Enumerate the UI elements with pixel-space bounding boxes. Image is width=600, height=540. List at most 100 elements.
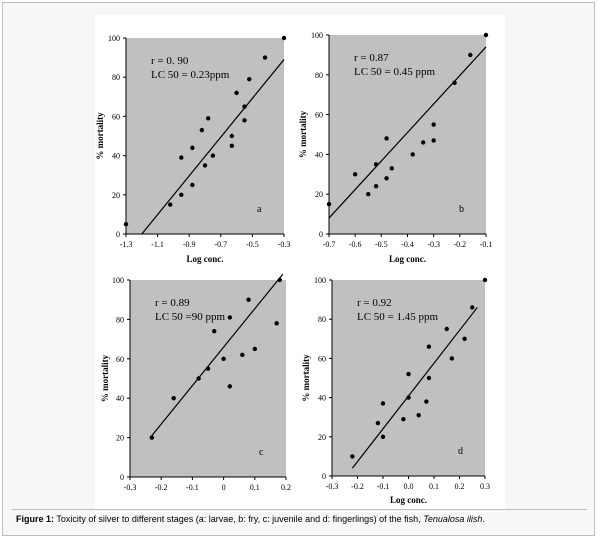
x-axis-label: Log conc. — [390, 495, 427, 505]
y-tick-label: 40 — [318, 394, 326, 403]
data-point — [431, 138, 436, 143]
lc50-label: LC 50 = 1.45 ppm — [357, 311, 439, 323]
data-point — [444, 326, 449, 332]
x-tick-label: -0.1 — [377, 482, 390, 491]
data-point — [168, 202, 173, 207]
data-point — [431, 122, 436, 127]
x-tick-label: 0.0 — [404, 482, 414, 491]
data-point — [416, 413, 421, 418]
x-tick-label: 0.2 — [455, 482, 465, 491]
lc50-label: LC 50 = 0.45 ppm — [354, 66, 436, 78]
data-point — [281, 35, 287, 41]
data-point — [123, 222, 129, 227]
data-point — [406, 371, 411, 377]
data-point — [380, 434, 386, 439]
data-point — [449, 356, 455, 361]
regression-line — [328, 46, 487, 219]
data-point — [424, 399, 429, 404]
data-point — [421, 140, 426, 145]
r-value-label: r = 0.89 — [155, 297, 190, 309]
y-tick-label: 20 — [318, 433, 326, 442]
y-tick-label: 60 — [116, 355, 124, 364]
x-tick-label: -0.2 — [155, 483, 168, 492]
panel-letter: c — [259, 447, 264, 458]
data-point — [380, 401, 386, 406]
data-point — [190, 182, 195, 188]
y-axis-label: % mortality — [301, 354, 311, 402]
x-axis-label: Log conc. — [187, 254, 224, 264]
x-tick-label: 0.1 — [429, 482, 439, 491]
regression-line — [141, 59, 285, 235]
figure-caption: Figure 1: Toxicity of silver to differen… — [16, 512, 586, 526]
data-point — [252, 346, 257, 352]
x-tick-label: -0.7 — [214, 240, 227, 249]
r-value-label: r = 0.87 — [354, 52, 389, 64]
y-tick-label: 100 — [311, 31, 323, 40]
data-point — [229, 143, 235, 148]
plot-area — [329, 35, 486, 234]
data-point — [202, 163, 208, 168]
data-point — [229, 133, 235, 139]
lc50-label: LC 50 =90 ppm — [155, 311, 226, 323]
data-point — [375, 420, 381, 426]
data-point — [212, 329, 217, 334]
data-point — [234, 90, 239, 96]
y-tick-label: 0 — [322, 472, 326, 481]
y-axis-label: % mortality — [298, 110, 308, 158]
x-tick-label: -0.2 — [453, 240, 466, 249]
data-point — [483, 32, 489, 38]
x-tick-label: 0.3 — [480, 482, 490, 491]
panel-letter: a — [257, 204, 262, 215]
y-tick-label: 0 — [116, 230, 120, 239]
plot-area — [130, 280, 286, 477]
x-tick-label: -0.1 — [186, 483, 199, 492]
y-axis-label: % mortality — [95, 112, 105, 160]
y-tick-label: 100 — [108, 34, 120, 43]
caption-divider — [12, 509, 587, 532]
data-point — [401, 416, 406, 422]
x-tick-label: 0 — [222, 483, 226, 492]
x-tick-label: -0.5 — [375, 240, 388, 249]
x-tick-label: -1.3 — [120, 240, 133, 249]
x-tick-label: -0.7 — [323, 240, 336, 249]
y-tick-label: 20 — [112, 191, 120, 200]
chart-panel-c: 0 20 40 60 80 100 -0.3 -0.2 -0.1 0 0.1 0.2 r = 0.89 L… — [100, 273, 291, 492]
y-tick-label: 20 — [116, 434, 124, 443]
data-point — [389, 166, 394, 171]
x-tick-label: -1.1 — [151, 240, 164, 249]
data-point — [190, 145, 195, 150]
chart-panel-d: 0 20 40 60 80 100 -0.3 -0.2 -0.1 0.0 0.1 0.2 0.3 r = … — [301, 276, 490, 505]
x-tick-label: -0.4 — [401, 240, 414, 249]
data-point — [426, 375, 432, 381]
x-tick-label: -0.1 — [480, 240, 493, 249]
r-value-label: r = 0. 90 — [151, 55, 189, 67]
x-tick-label: 0.2 — [281, 483, 291, 492]
data-point — [373, 162, 379, 167]
data-point — [171, 396, 176, 401]
data-point — [373, 184, 379, 189]
y-tick-label: 40 — [112, 152, 120, 161]
y-tick-label: 60 — [315, 111, 323, 120]
y-tick-label: 20 — [315, 190, 323, 199]
data-point — [406, 395, 411, 400]
data-point — [352, 172, 358, 177]
lc50-label: LC 50 = 0.23ppm — [151, 69, 230, 81]
data-point — [384, 176, 389, 181]
y-tick-label: 60 — [318, 354, 326, 363]
x-tick-label: -0.3 — [124, 483, 137, 492]
panel-letter: d — [458, 446, 463, 457]
x-tick-label: -0.3 — [278, 240, 291, 249]
data-point — [277, 277, 282, 283]
data-point — [205, 366, 211, 371]
data-point — [326, 201, 332, 207]
x-tick-label: -0.2 — [351, 482, 364, 491]
y-axis-label: % mortality — [100, 354, 110, 402]
data-point — [227, 315, 233, 320]
y-tick-label: 80 — [116, 315, 124, 324]
regression-line — [351, 307, 478, 469]
y-tick-label: 80 — [318, 315, 326, 324]
regression-line — [151, 273, 284, 437]
data-point — [179, 192, 184, 197]
plot-area — [332, 280, 485, 476]
